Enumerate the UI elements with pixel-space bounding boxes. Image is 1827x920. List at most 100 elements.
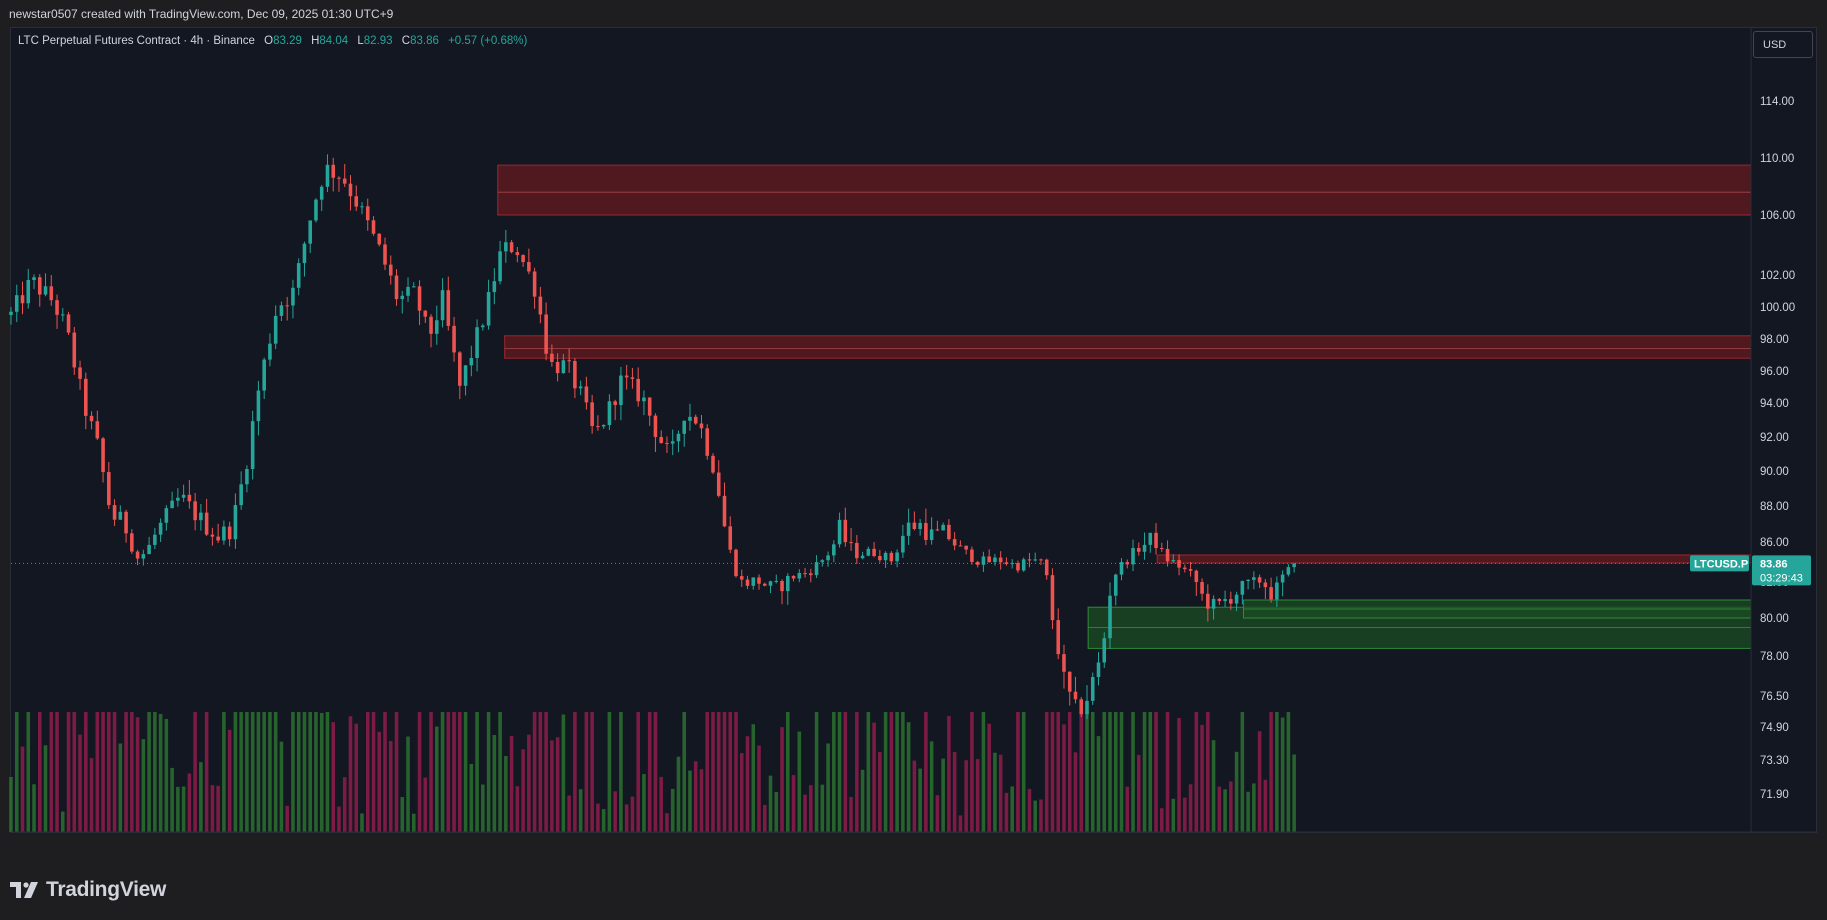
candle-body <box>803 573 807 575</box>
volume-bar <box>348 716 353 832</box>
candle-body <box>1085 700 1089 715</box>
candle-body <box>1200 581 1204 594</box>
volume-bar <box>187 773 192 832</box>
volume-bar <box>49 712 54 832</box>
volume-bar <box>319 712 324 832</box>
volume-bar <box>1113 712 1118 832</box>
volume-bar <box>527 734 531 832</box>
volume-bar <box>291 712 295 832</box>
volume-bar <box>1229 781 1233 832</box>
volume-bar <box>889 712 894 832</box>
tradingview-logo[interactable]: TradingView <box>10 878 166 902</box>
chart-pane[interactable] <box>10 27 1817 833</box>
candle-body <box>204 512 209 535</box>
candle-body <box>72 332 77 368</box>
volume-bar <box>1246 791 1250 832</box>
price-tick-label: 88.00 <box>1760 501 1789 513</box>
volume-bar <box>596 803 600 832</box>
volume-bar <box>37 712 42 832</box>
volume-bar <box>521 749 525 832</box>
volume-bar <box>204 712 209 832</box>
candle-body <box>1292 563 1296 568</box>
volume-bar <box>584 712 589 832</box>
candle-body <box>716 472 721 496</box>
volume-bar <box>728 712 733 832</box>
candle-body <box>95 421 100 439</box>
volume-bar <box>751 724 756 832</box>
volume-bar <box>515 786 520 832</box>
candle-body <box>61 314 65 316</box>
volume-bar <box>1039 799 1043 832</box>
currency-button[interactable]: USD <box>1753 31 1813 58</box>
candle-body <box>1286 567 1291 575</box>
candle-body <box>515 252 520 256</box>
volume-bar <box>912 760 917 832</box>
price-tick-label: 102.00 <box>1760 270 1795 282</box>
candle-body <box>883 552 888 561</box>
volume-bar <box>233 712 238 832</box>
price-tick-label: 78.00 <box>1760 651 1789 663</box>
candle-body <box>1154 532 1158 549</box>
candle-body <box>1096 662 1101 678</box>
candle-body <box>820 560 825 563</box>
volume-bar <box>970 712 974 832</box>
volume-bar <box>377 731 382 832</box>
candle-body <box>170 500 174 509</box>
candle-body <box>613 401 617 406</box>
volume-bar <box>1165 712 1170 832</box>
candle-body <box>1194 570 1199 582</box>
candle-body <box>365 206 370 221</box>
candle-body <box>440 290 445 321</box>
candle-body <box>1004 562 1009 565</box>
volume-bar <box>158 713 163 832</box>
candle-body <box>596 426 600 428</box>
volume-bar <box>406 736 410 832</box>
high-label: H <box>311 35 320 47</box>
candle-body <box>233 505 238 540</box>
candle-body <box>1136 548 1141 552</box>
candle-body <box>279 305 284 316</box>
volume-bar <box>1021 712 1026 832</box>
volume-bar <box>210 785 215 832</box>
candle-body <box>601 424 606 427</box>
candle-body <box>458 352 462 386</box>
candle-body <box>872 548 876 557</box>
volume-bar <box>1136 754 1141 832</box>
volume-bar <box>613 791 617 832</box>
top-bar: newstar0507 created with TradingView.com… <box>0 0 1827 27</box>
volume-bar <box>860 769 865 832</box>
volume-bar <box>72 712 77 832</box>
volume-bar <box>1223 789 1227 832</box>
candle-body <box>924 522 928 540</box>
volume-bar <box>14 712 19 832</box>
candle-body <box>762 583 767 586</box>
candle-body <box>993 557 997 563</box>
volume-bar <box>66 712 71 832</box>
open-label: O <box>264 35 274 47</box>
volume-bar <box>1234 751 1239 832</box>
candle-body <box>377 233 382 245</box>
candle-body <box>348 183 353 197</box>
candle-body <box>855 542 859 559</box>
candle-body <box>929 529 934 540</box>
candle-body <box>43 286 48 295</box>
volume-bar <box>84 712 88 832</box>
candle-body <box>1056 620 1061 655</box>
price-tick-label: 80.00 <box>1760 613 1789 625</box>
candle-body <box>659 436 663 443</box>
candle-body <box>814 562 819 576</box>
volume-bar <box>1211 740 1216 832</box>
volume-bar <box>383 712 387 832</box>
candle-body <box>181 494 186 498</box>
volume-bar <box>43 745 48 832</box>
volume-bar <box>394 712 399 832</box>
candle-body <box>124 511 128 534</box>
candle-body <box>532 271 537 297</box>
volume-bar <box>981 712 986 832</box>
volume-bar <box>1027 789 1032 832</box>
candle-body <box>1275 582 1279 600</box>
volume-bar <box>400 797 405 832</box>
candle-body <box>987 556 991 563</box>
volume-bar <box>1004 792 1009 832</box>
